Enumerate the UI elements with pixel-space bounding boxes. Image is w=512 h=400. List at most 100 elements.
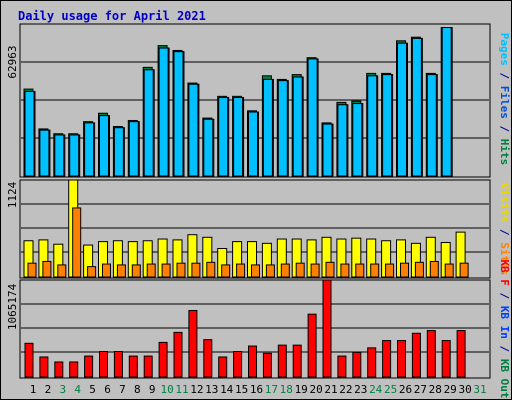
legend-segment: Files bbox=[498, 86, 511, 119]
x-tick-label: 14 bbox=[220, 383, 234, 396]
bar-kbf-day-15 bbox=[233, 351, 243, 378]
x-tick-label: 13 bbox=[205, 383, 218, 396]
bar-sites-day-1 bbox=[27, 262, 37, 278]
panel-kbytes: 1065174 KB F / KB In / KB Out bbox=[6, 259, 511, 398]
legend-segment: KB F bbox=[498, 259, 511, 286]
bar-sites-day-14 bbox=[221, 264, 231, 278]
x-tick-label: 28 bbox=[429, 383, 442, 396]
bar-sites-day-20 bbox=[310, 263, 320, 278]
x-tick-label: 24 bbox=[369, 383, 383, 396]
bar-kbf-day-3 bbox=[54, 361, 64, 378]
bar-pages-day-25 bbox=[382, 74, 393, 177]
bar-sites-day-6 bbox=[102, 263, 111, 278]
bar-pages-day-6 bbox=[99, 115, 109, 177]
x-tick-label: 2 bbox=[45, 383, 52, 396]
bar-kbf-day-19 bbox=[292, 344, 302, 378]
bar-sites-day-28 bbox=[429, 260, 439, 278]
x-tick-label: 15 bbox=[235, 383, 248, 396]
bar-sites-day-24 bbox=[370, 263, 380, 278]
bar-sites-day-21 bbox=[325, 261, 335, 278]
legend-hits: Pages / Files / Hits bbox=[498, 33, 511, 166]
x-tick-label: 25 bbox=[384, 383, 397, 396]
x-tick-label: 1 bbox=[30, 383, 37, 396]
x-tick-label: 9 bbox=[149, 383, 156, 396]
bar-pages-day-16 bbox=[248, 111, 258, 177]
legend-segment: / bbox=[498, 119, 511, 139]
bar-pages-day-3 bbox=[54, 134, 65, 177]
legend-segment: / bbox=[498, 222, 511, 242]
bar-pages-day-23 bbox=[352, 103, 363, 177]
bar-sites-day-18 bbox=[280, 263, 290, 278]
bar-pages-day-26 bbox=[397, 42, 407, 177]
bar-pages-day-11 bbox=[173, 51, 184, 177]
bar-sites-day-19 bbox=[295, 262, 305, 278]
bar-kbf-day-8 bbox=[128, 355, 138, 378]
x-tick-label: 26 bbox=[399, 383, 412, 396]
bar-kbf-day-17 bbox=[262, 352, 272, 378]
x-tick-label: 19 bbox=[295, 383, 308, 396]
panel-visits: 1124 Visits / Sites bbox=[6, 179, 511, 279]
bar-kbf-day-23 bbox=[352, 351, 362, 378]
bar-pages-day-1 bbox=[24, 91, 35, 177]
bars-visits bbox=[23, 179, 469, 278]
bar-pages-day-2 bbox=[39, 129, 50, 177]
legend-segment: Sites bbox=[498, 242, 511, 275]
bar-sites-day-27 bbox=[414, 261, 424, 278]
bar-kbf-day-22 bbox=[337, 355, 347, 378]
bar-kbf-day-16 bbox=[248, 345, 257, 378]
bar-sites-day-12 bbox=[191, 262, 201, 278]
panel-hits: 62963 Pages / Files / Hits bbox=[6, 23, 511, 178]
x-tick-label: 11 bbox=[175, 383, 188, 396]
bar-pages-day-15 bbox=[233, 97, 244, 177]
bar-kbf-day-27 bbox=[411, 332, 421, 378]
x-tick-label: 18 bbox=[280, 383, 293, 396]
x-tick-label: 10 bbox=[160, 383, 173, 396]
bar-pages-day-19 bbox=[292, 76, 303, 177]
bar-sites-day-22 bbox=[340, 263, 350, 278]
bar-sites-day-8 bbox=[131, 264, 141, 278]
x-tick-label: 8 bbox=[134, 383, 141, 396]
bar-sites-day-9 bbox=[146, 263, 156, 278]
bar-kbf-day-6 bbox=[99, 351, 108, 378]
bar-sites-day-3 bbox=[57, 264, 67, 278]
legend-segment: KB Out bbox=[498, 359, 511, 399]
legend-segment: Visits bbox=[498, 183, 511, 223]
bar-sites-day-29 bbox=[444, 263, 454, 278]
x-tick-label: 27 bbox=[414, 383, 427, 396]
x-tick-label: 12 bbox=[190, 383, 203, 396]
bar-pages-day-29 bbox=[441, 27, 452, 177]
y-max-label-hits: 62963 bbox=[6, 45, 19, 78]
x-tick-label: 21 bbox=[324, 383, 337, 396]
bar-pages-day-20 bbox=[307, 58, 318, 177]
bar-pages-day-5 bbox=[84, 122, 95, 177]
bar-kbf-day-9 bbox=[143, 355, 153, 378]
bar-kbf-day-2 bbox=[39, 356, 49, 378]
chart-title: Daily usage for April 2021 bbox=[18, 9, 206, 23]
bar-pages-day-17 bbox=[262, 78, 273, 177]
bar-pages-day-10 bbox=[158, 47, 169, 177]
bar-kbf-day-18 bbox=[277, 344, 287, 378]
bar-sites-day-25 bbox=[385, 263, 395, 278]
bar-pages-day-9 bbox=[143, 69, 154, 177]
bar-kbf-day-28 bbox=[426, 330, 436, 378]
x-tick-label: 31 bbox=[473, 383, 486, 396]
bar-sites-day-15 bbox=[236, 263, 246, 278]
x-tick-label: 17 bbox=[265, 383, 278, 396]
bar-kbf-day-10 bbox=[158, 341, 168, 378]
x-tick-label: 20 bbox=[309, 383, 322, 396]
bar-pages-day-28 bbox=[426, 74, 437, 177]
y-max-label-kbytes: 1065174 bbox=[6, 283, 19, 330]
bar-kbf-day-26 bbox=[397, 340, 406, 378]
legend-segment: Hits bbox=[498, 139, 511, 166]
bar-kbf-day-30 bbox=[456, 330, 466, 378]
bar-sites-day-26 bbox=[400, 262, 409, 278]
bar-kbf-day-7 bbox=[113, 351, 123, 378]
bar-kbf-day-21 bbox=[322, 279, 332, 378]
x-axis-labels: 1 2 3 4 5 6 7 8 9 10 11 12 13 14 15 16 17 18 19 20 21 22 23 24 2… bbox=[30, 383, 487, 396]
x-tick-label: 23 bbox=[354, 383, 367, 396]
bar-pages-day-24 bbox=[367, 75, 378, 177]
bar-pages-day-22 bbox=[337, 104, 348, 177]
x-tick-label: 16 bbox=[250, 383, 263, 396]
bar-kbf-day-29 bbox=[441, 340, 451, 378]
